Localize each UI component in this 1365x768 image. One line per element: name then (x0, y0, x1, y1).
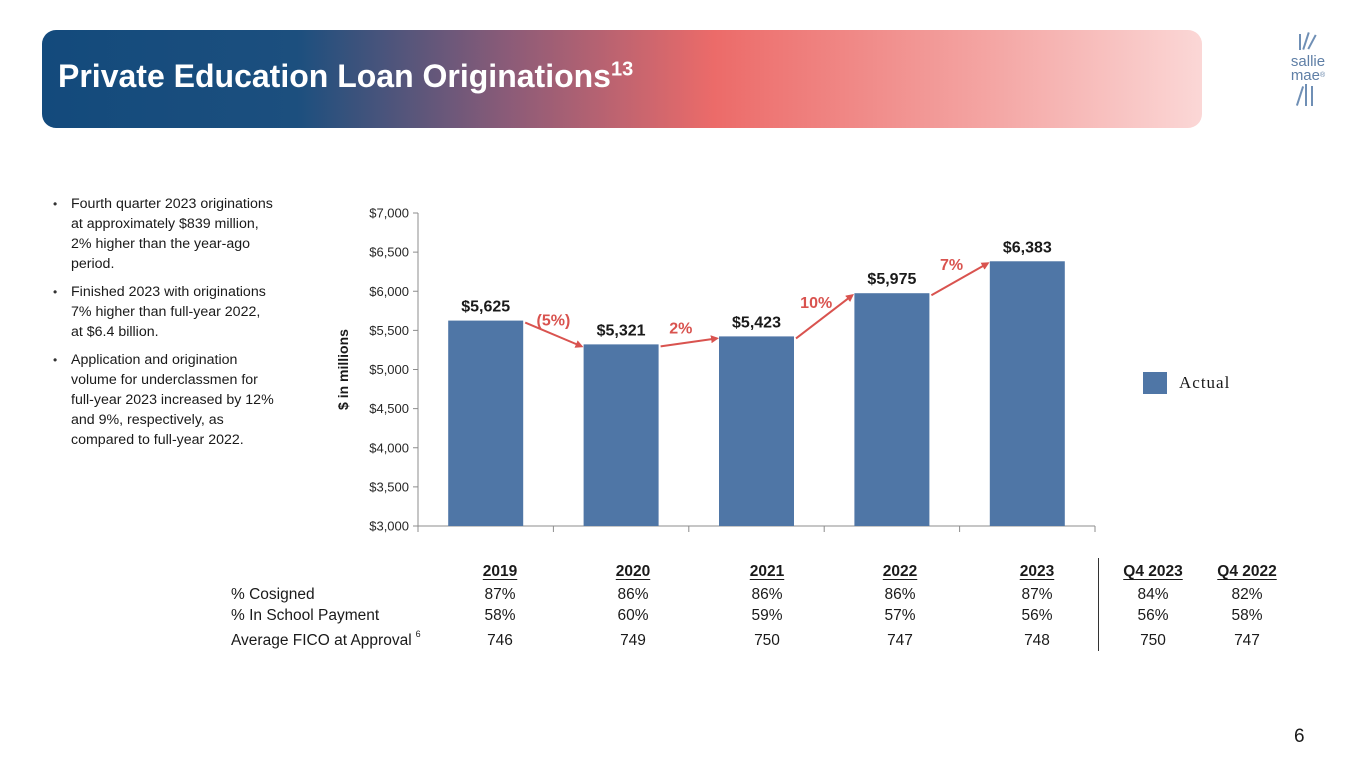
footnote-superscript: 6 (415, 629, 421, 639)
bullet-list: Fourth quarter 2023 originations at appr… (52, 194, 274, 458)
growth-label: (5%) (537, 312, 571, 329)
stats-column-header: 2021 (749, 563, 785, 580)
page-number: 6 (1294, 726, 1305, 747)
logo-stroke (1307, 34, 1317, 50)
bar-value-label: $5,625 (461, 299, 510, 316)
stats-cell-value: 750 (1140, 632, 1166, 649)
logo-text-sallie: sallie (1290, 53, 1326, 70)
growth-label: 10% (800, 295, 832, 312)
originations-bar-chart: $3,000 $3,500 $4,000 $4,500 $5,000 $5,500 $6,0… (335, 206, 1096, 534)
bar-2022 (854, 293, 930, 526)
stats-cell-value: 86% (751, 586, 783, 603)
bar-value-label: $5,321 (597, 322, 646, 339)
stats-cell-value: 60% (617, 607, 649, 624)
stats-column-header: 2023 (1019, 563, 1055, 580)
registered-mark: ® (1320, 72, 1326, 79)
stats-cell-value: 749 (620, 632, 646, 649)
y-tick-label: $3,000 (369, 519, 409, 534)
header-band (42, 30, 1202, 128)
y-tick-label: $4,000 (369, 440, 409, 455)
logo-stroke (1305, 84, 1307, 106)
stats-cell-value: 57% (884, 607, 916, 624)
stats-cell-value: 747 (1234, 632, 1260, 649)
y-tick-label: $5,500 (369, 323, 409, 338)
bar-value-label: $6,383 (1003, 239, 1052, 256)
y-tick-label: $4,500 (369, 401, 409, 416)
logo-stroke (1311, 86, 1313, 106)
page-title: Private Education Loan Originations13 (58, 58, 634, 94)
sallie-mae-logo: sallie mae® (1278, 32, 1338, 108)
legend-swatch-actual (1143, 372, 1167, 394)
stats-cell-value: 750 (754, 632, 780, 649)
bar-value-label: $5,975 (867, 271, 916, 288)
stats-cell-value: 87% (1021, 586, 1053, 603)
growth-arrow (930, 262, 990, 297)
stats-row-label: % In School Payment (231, 607, 380, 624)
legend-label-actual: Actual (1179, 373, 1231, 392)
stats-cell-value: 59% (751, 607, 783, 624)
y-tick-label: $3,500 (369, 479, 409, 494)
stats-column-header: 2020 (615, 563, 651, 580)
stats-cell-value: 748 (1024, 632, 1050, 649)
stats-cell-value: 84% (1137, 586, 1169, 603)
stats-column-header: 2022 (882, 563, 918, 580)
y-tick-label: $6,000 (369, 284, 409, 299)
bar-2021 (719, 336, 794, 526)
bar-value-label: $5,423 (732, 314, 781, 331)
title-superscript: 13 (610, 58, 634, 81)
stats-cell-value: 58% (484, 607, 516, 624)
growth-arrow (795, 293, 854, 340)
stats-row-label: Average FICO at Approval 6 (231, 629, 421, 649)
y-tick-label: $6,500 (369, 245, 409, 260)
stats-cell-value: 82% (1231, 586, 1263, 603)
bullet-item: Fourth quarter 2023 originations at appr… (52, 194, 274, 274)
bar-2023 (989, 261, 1065, 526)
stats-column-header: Q4 2022 (1217, 563, 1277, 580)
bullet-item: Application and origination volume for u… (52, 350, 274, 450)
stats-cell-value: 56% (1021, 607, 1053, 624)
y-axis-title: $ in millions (335, 329, 351, 410)
bar-2020 (583, 344, 659, 526)
y-tick-label: $5,000 (369, 362, 409, 377)
logo-stroke (1295, 86, 1305, 106)
bar-2019 (448, 320, 524, 526)
growth-label: 7% (940, 257, 963, 274)
growth-arrow (660, 335, 719, 348)
stats-cell-value: 58% (1231, 607, 1263, 624)
stats-cell-value: 746 (487, 632, 513, 649)
stats-cell-value: 86% (884, 586, 916, 603)
stats-column-header: Q4 2023 (1123, 563, 1183, 580)
bullet-item: Finished 2023 with originations 7% highe… (52, 282, 274, 342)
stats-divider (1098, 558, 1099, 651)
growth-label: 2% (669, 320, 692, 337)
logo-text-mae: mae® (1290, 67, 1326, 84)
logo-stroke (1299, 34, 1301, 50)
stats-cell-value: 56% (1137, 607, 1169, 624)
stats-cell-value: 86% (617, 586, 649, 603)
stats-cell-value: 747 (887, 632, 913, 649)
stats-column-header: 2019 (482, 563, 518, 580)
stats-cell-value: 87% (484, 586, 516, 603)
stats-row-label: % Cosigned (231, 586, 315, 603)
growth-arrow (524, 321, 584, 348)
y-tick-label: $7,000 (369, 206, 409, 221)
